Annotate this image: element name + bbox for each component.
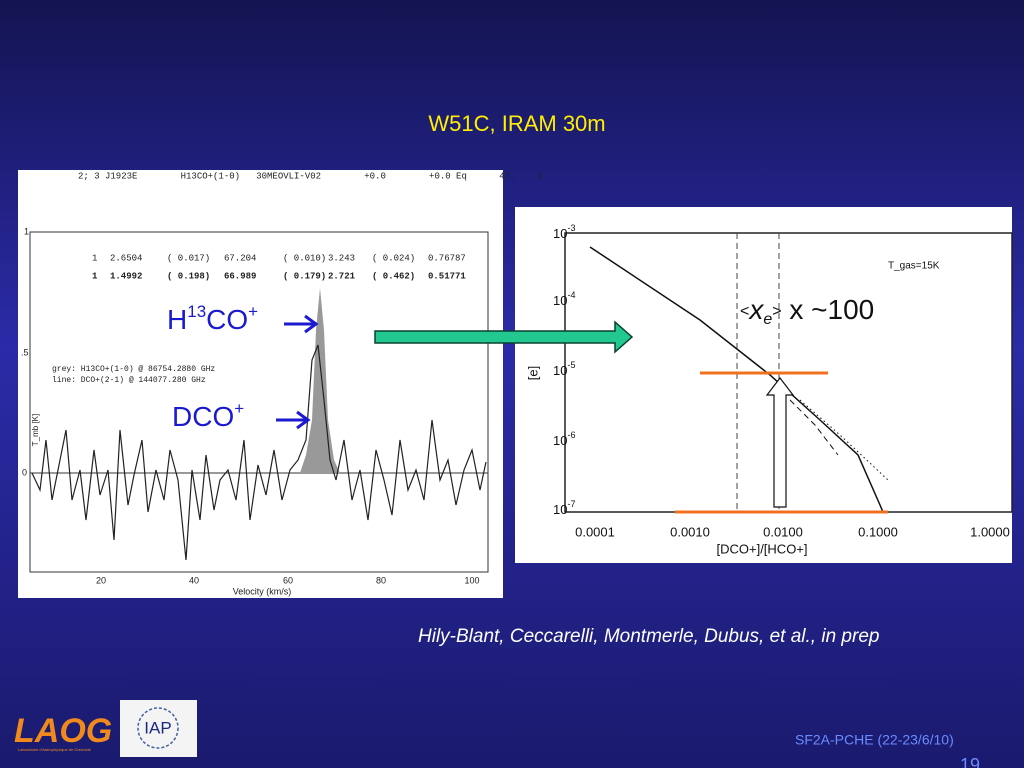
y-tick-label: 10-6 — [553, 430, 575, 448]
plot-background — [18, 170, 503, 598]
y-tick-label: 10-5 — [553, 360, 575, 378]
plot-legend: grey: H13CO+(1-0) @ 86754.2880 GHz — [52, 365, 215, 374]
annotation-part: x ~100 — [782, 294, 875, 325]
label-sup: + — [248, 302, 258, 321]
up-arrow — [765, 377, 795, 508]
y-tick-label: 0 — [22, 467, 27, 477]
table-cell: 0.51771 — [428, 271, 466, 281]
table-cell: 0.76787 — [428, 253, 466, 263]
tgas-label: T_gas=15K — [888, 261, 940, 272]
annotation-part: > — [772, 303, 781, 320]
plot-frame — [29, 231, 489, 573]
arrow — [276, 410, 311, 430]
x-tick-label: 40 — [189, 575, 199, 585]
y-tick-label: 10-3 — [553, 223, 575, 241]
x-tick-label: 0.1000 — [858, 524, 898, 539]
plot-header: 2; 3 J1923E H13CO+(1-0) 30MEOVLI-V02 +0.… — [78, 171, 542, 181]
label-part: H — [167, 304, 187, 335]
label-sup: 13 — [187, 302, 206, 321]
table-cell: ( 0.010) — [283, 253, 326, 263]
x-tick-label: 20 — [96, 575, 106, 585]
x-tick-label: 100 — [464, 575, 479, 585]
tick-base: 10 — [553, 502, 567, 517]
x-tick-label: 1.0000 — [970, 524, 1010, 539]
logo-circle — [137, 707, 179, 749]
table-cell: 2.6504 — [110, 253, 142, 263]
citation: Hily-Blant, Ceccarelli, Montmerle, Dubus… — [418, 626, 879, 647]
annotation-part: x — [747, 294, 764, 325]
plot-background — [515, 207, 1012, 563]
laog-logo: LAOG Laboratoire d'Astrophysique de Gren… — [14, 712, 112, 752]
x-axis-label: Velocity (km/s) — [233, 586, 292, 596]
annotation-sub: e — [763, 311, 772, 328]
y-tick-label: .5 — [21, 347, 29, 357]
table-cell: 66.989 — [224, 271, 256, 281]
annotation: <xe> x ~100 — [740, 294, 874, 328]
logo-subtext: Laboratoire d'Astrophysique de Grenoble — [18, 747, 92, 752]
right-plot: 10-310-410-510-610-7 0.0001 0.0010 0.010… — [515, 207, 1013, 563]
label-sup: + — [234, 399, 244, 418]
y-axis-label: [e] — [525, 366, 540, 380]
page-number: 19 — [960, 755, 980, 768]
tick-base: 10 — [553, 363, 567, 378]
tick-exp: -3 — [567, 223, 575, 233]
x-tick-label: 80 — [376, 575, 386, 585]
logo-text: LAOG — [14, 712, 112, 750]
tick-base: 10 — [553, 293, 567, 308]
left-plot: 2; 3 J1923E H13CO+(1-0) 30MEOVLI-V02 +0.… — [18, 170, 542, 598]
curve — [589, 246, 884, 513]
table-cell: 2.721 — [328, 271, 356, 281]
logo-text: IAP — [144, 718, 171, 737]
y-ticks: 10-310-410-510-610-7 — [553, 223, 575, 517]
tick-exp: -6 — [567, 430, 575, 440]
x-tick-label: 0.0010 — [670, 524, 710, 539]
x-axis-label: [DCO+]/[HCO+] — [716, 541, 807, 556]
h13co-label: H13CO+ — [167, 302, 258, 335]
tick-exp: -5 — [567, 360, 575, 370]
x-tick-label: 0.0001 — [575, 524, 615, 539]
fit-table: 1 2.6504 ( 0.017) 67.204 ( 0.010) 3.243 ( 0.02… — [92, 253, 466, 281]
arrow — [284, 314, 319, 334]
plot-legend: line: DCO+(2-1) @ 144077.280 GHz — [52, 376, 206, 385]
label-part: DCO — [172, 401, 234, 432]
table-cell: ( 0.024) — [372, 253, 415, 263]
y-tick-label: 10-7 — [553, 499, 575, 517]
label-part: CO — [206, 304, 248, 335]
curve-dashed — [789, 399, 839, 456]
tick-exp: -7 — [567, 499, 575, 509]
table-cell: 3.243 — [328, 253, 355, 263]
iap-logo: IAP — [120, 700, 197, 757]
y-tick-label: 10-4 — [553, 290, 575, 308]
table-cell: 1.4992 — [110, 271, 142, 281]
tick-base: 10 — [553, 433, 567, 448]
dco-spectrum — [31, 344, 487, 561]
y-axis-label: T_mb [K] — [31, 414, 40, 446]
h13co-spectrum — [300, 288, 340, 473]
x-tick-label: 60 — [283, 575, 293, 585]
table-cell: ( 0.198) — [167, 271, 210, 281]
table-cell: 1 — [92, 253, 97, 263]
dco-label: DCO+ — [172, 399, 244, 432]
tick-base: 10 — [553, 226, 567, 241]
x-tick-label: 0.0100 — [763, 524, 803, 539]
footer-conference: SF2A-PCHE (22-23/6/10) — [795, 732, 954, 748]
annotation-part: < — [740, 303, 749, 320]
table-cell: ( 0.462) — [372, 271, 415, 281]
tick-exp: -4 — [567, 290, 575, 300]
green-arrow — [374, 320, 634, 354]
y-tick-label: 1 — [24, 226, 29, 236]
table-cell: ( 0.017) — [167, 253, 210, 263]
slide-title: W51C, IRAM 30m — [428, 111, 605, 136]
table-cell: 67.204 — [224, 253, 256, 263]
table-cell: ( 0.179) — [283, 271, 326, 281]
table-cell: 1 — [92, 271, 98, 281]
